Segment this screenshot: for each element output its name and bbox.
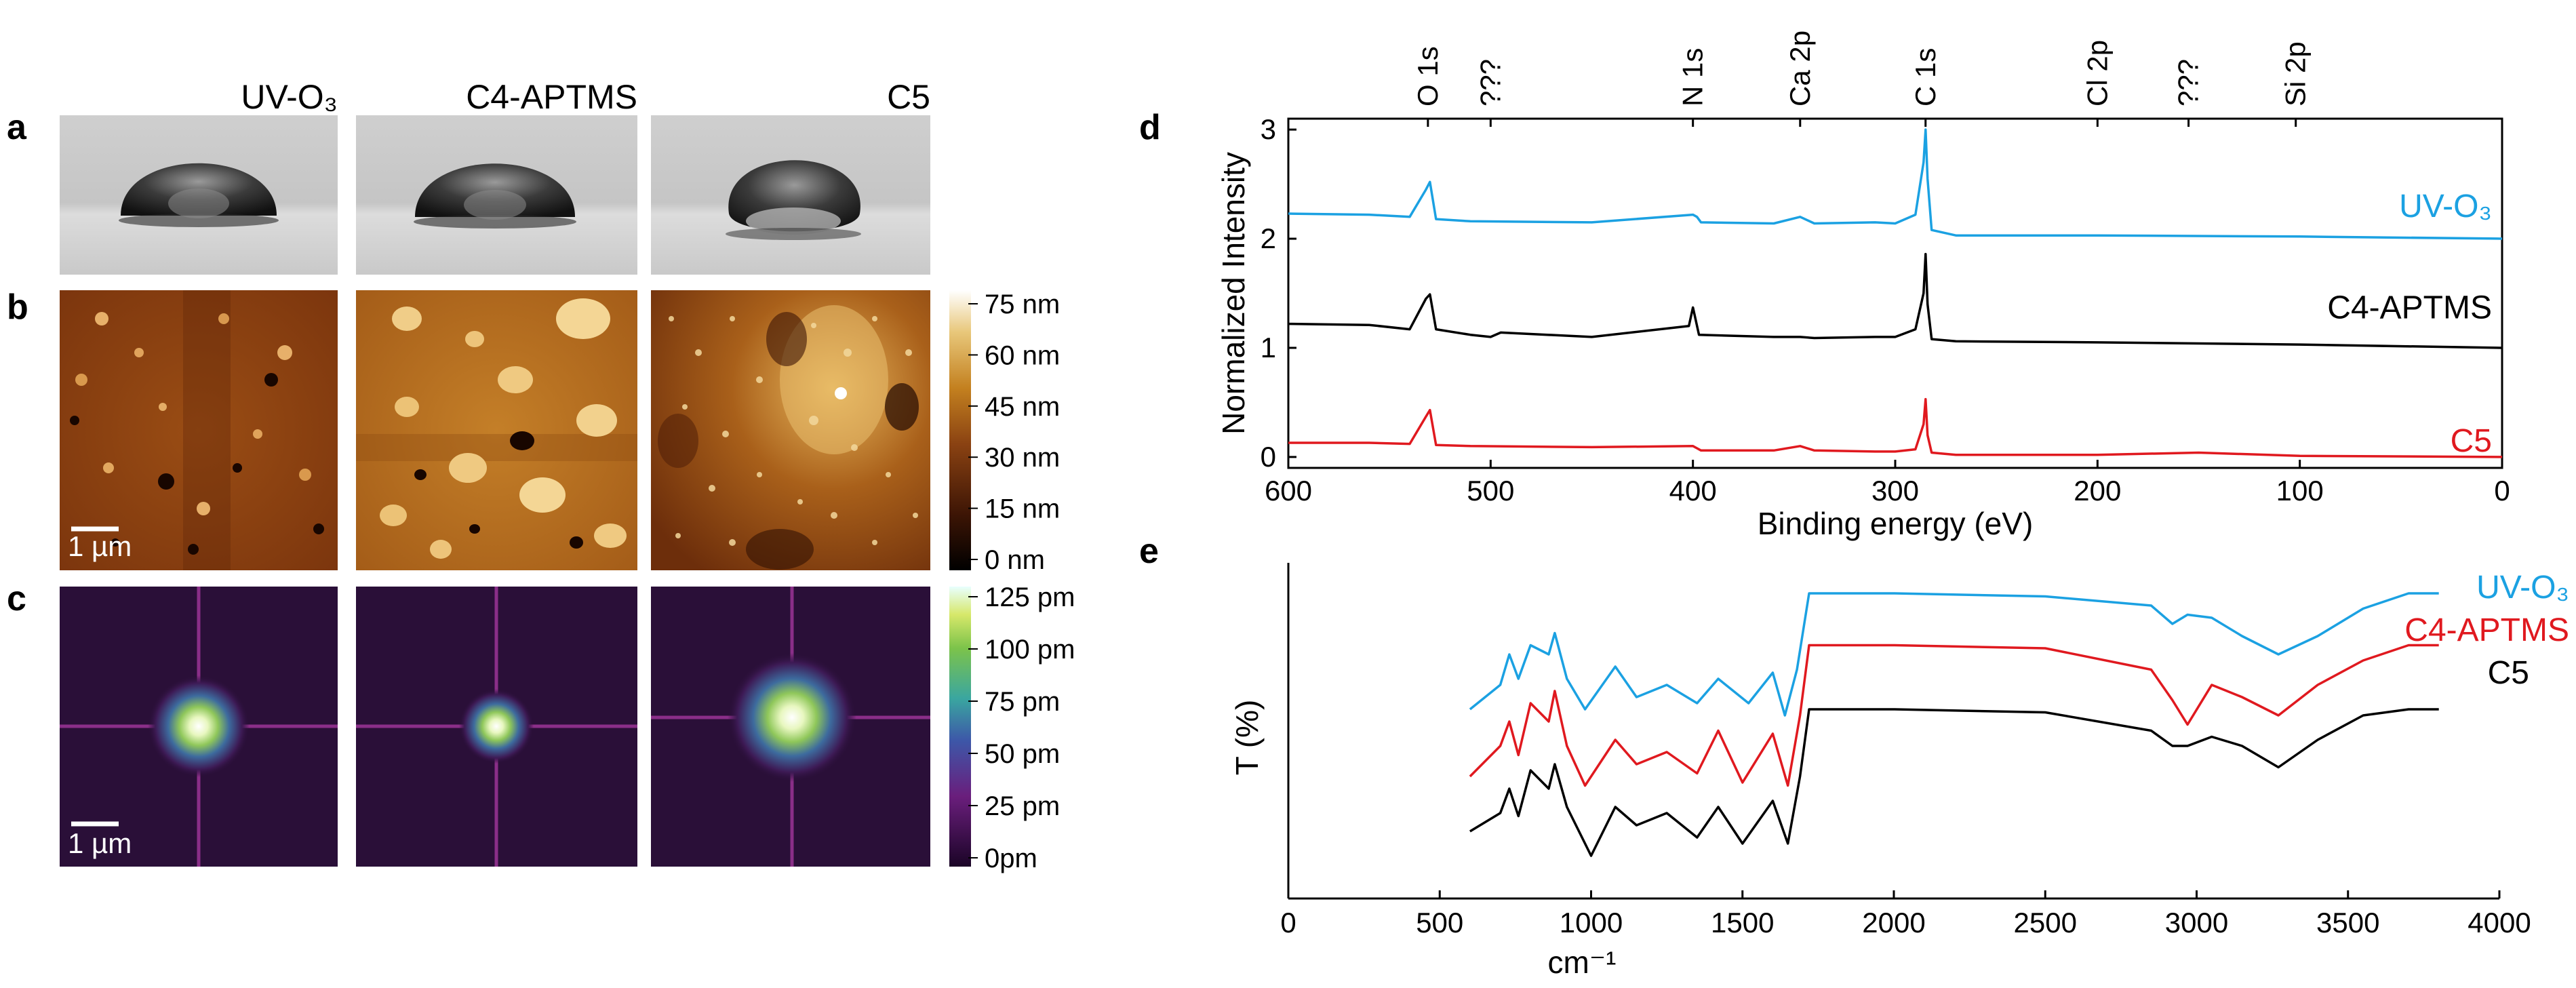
colorbar-fft-labels: 125 pm 100 pm 75 pm 50 pm 25 pm 0pm (968, 582, 1075, 873)
series-label: C5 (2451, 423, 2492, 459)
colorbar-label: 60 nm (985, 340, 1060, 370)
fft-image-c5 (651, 587, 930, 867)
peak-label: Si 2p (2280, 41, 2312, 106)
peak-label: C 1s (1909, 48, 1941, 106)
colorbar-label: 25 pm (985, 791, 1060, 821)
colorbar-label: 0 nm (985, 545, 1045, 575)
peak-label: ??? (1474, 59, 1506, 106)
x-tick-label: 4000 (2468, 907, 2531, 938)
colorbar-label: 100 pm (985, 635, 1075, 665)
peak-label: Cl 2p (2081, 40, 2113, 106)
plot-frame (1287, 117, 2503, 469)
colorbar-label: 0pm (985, 844, 1037, 873)
y-tick-label: 0 (1261, 441, 1276, 473)
panel-letter-e: e (1139, 532, 1159, 571)
peak-label: Ca 2p (1784, 31, 1816, 106)
series-line (1469, 644, 2439, 787)
series-line (1288, 128, 2503, 240)
y-tick-label: 1 (1261, 332, 1276, 363)
x-tick-label: 2000 (1862, 907, 1925, 938)
x-tick-label: 200 (2074, 475, 2121, 507)
colorbar-label: 45 nm (985, 392, 1060, 422)
column-label-c4: C4-APTMS (466, 78, 637, 116)
afm-image-c5 (651, 290, 930, 570)
series-label: C4-APTMS (2404, 612, 2569, 648)
scale-bar-label-b: 1 µm (68, 530, 132, 562)
colorbar-label: 15 nm (985, 494, 1060, 524)
afm-image-uv (60, 290, 338, 570)
droplet-image-uv (60, 115, 338, 275)
panel-letter-c: c (7, 579, 26, 618)
peak-label: N 1s (1677, 48, 1709, 106)
colorbar-label: 50 pm (985, 739, 1060, 769)
ftir-chart: 0 500 1000 1500 2000 2500 3000 3500 4000 cm⁻¹ T (%… (1229, 563, 2569, 980)
x-tick-label: 2500 (2014, 907, 2077, 938)
panel-letter-a: a (7, 108, 27, 147)
series-line (1288, 252, 2503, 349)
fft-image-c4 (356, 587, 637, 867)
x-axis-label: cm⁻¹ (1548, 945, 1617, 980)
series-line (1288, 397, 2503, 458)
x-tick-label: 500 (1467, 475, 1514, 507)
colorbar-label: 125 pm (985, 582, 1075, 612)
series-line (1469, 592, 2439, 717)
panel-letter-b: b (7, 288, 28, 327)
y-tick-label: 2 (1261, 222, 1276, 254)
x-tick-label: 600 (1265, 475, 1312, 507)
colorbar-label: 75 pm (985, 687, 1060, 717)
scale-bar-label-c: 1 µm (68, 827, 132, 859)
x-tick-label: 0 (1280, 907, 1296, 938)
y-tick-label: 3 (1261, 113, 1276, 145)
peak-label: O 1s (1412, 46, 1444, 106)
colorbar-label: 30 nm (985, 443, 1060, 473)
x-tick-label: 0 (2494, 475, 2510, 507)
series-label: UV-O₃ (2399, 189, 2492, 224)
colorbar-fft (949, 587, 971, 867)
droplet-image-c5 (651, 115, 930, 275)
x-tick-label: 100 (2276, 475, 2324, 507)
column-label-c5: C5 (887, 78, 930, 116)
colorbar-label: 75 nm (985, 290, 1060, 319)
y-axis-label: T (%) (1229, 700, 1265, 776)
colorbar-afm (949, 290, 971, 570)
series-line (1469, 708, 2439, 857)
series-label: C5 (2488, 655, 2529, 691)
x-tick-label: 3500 (2316, 907, 2379, 938)
y-axis-label: Normalized Intensity (1216, 152, 1251, 435)
xps-chart: 600 500 400 300 200 100 0 0 1 2 3 Binding energy (e… (1216, 31, 2510, 541)
column-label-uv: UV-O₃ (241, 78, 338, 116)
series-label: C4-APTMS (2327, 290, 2492, 325)
x-tick-label: 500 (1416, 907, 1463, 938)
fft-image-uv (60, 587, 338, 867)
x-tick-label: 300 (1871, 475, 1919, 507)
droplet-image-c4 (356, 115, 637, 275)
x-tick-label: 1000 (1560, 907, 1623, 938)
panel-letter-d: d (1139, 108, 1161, 147)
afm-image-c4 (356, 290, 637, 570)
x-tick-label: 1500 (1711, 907, 1774, 938)
colorbar-afm-labels: 75 nm 60 nm 45 nm 30 nm 15 nm 0 nm (968, 290, 1060, 575)
series-label: UV-O₃ (2476, 570, 2569, 606)
x-tick-label: 400 (1669, 475, 1717, 507)
x-axis-label: Binding energy (eV) (1758, 506, 2034, 541)
peak-label: ??? (2173, 59, 2204, 106)
x-tick-label: 3000 (2165, 907, 2228, 938)
